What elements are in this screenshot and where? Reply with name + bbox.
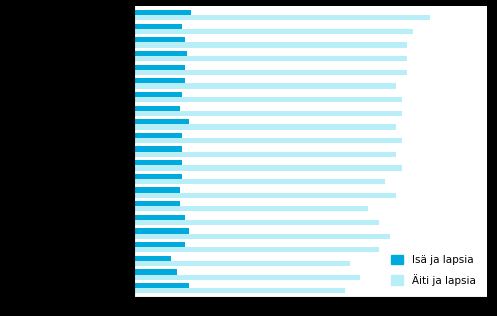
- Bar: [134, 125, 396, 130]
- Bar: [134, 242, 185, 247]
- Bar: [134, 261, 350, 266]
- Bar: [134, 193, 396, 198]
- Bar: [134, 179, 385, 184]
- Bar: [134, 269, 177, 275]
- Bar: [134, 201, 180, 206]
- Bar: [134, 106, 180, 111]
- Bar: [134, 56, 408, 61]
- Bar: [134, 165, 402, 171]
- Bar: [134, 70, 408, 75]
- Bar: [134, 97, 402, 102]
- Bar: [134, 174, 182, 179]
- Bar: [134, 15, 430, 20]
- Bar: [134, 133, 182, 138]
- Bar: [134, 24, 182, 29]
- Bar: [134, 64, 185, 70]
- Bar: [134, 37, 185, 42]
- Bar: [134, 92, 182, 97]
- Bar: [134, 283, 189, 288]
- Bar: [134, 51, 186, 56]
- Bar: [134, 111, 402, 116]
- Bar: [134, 275, 359, 280]
- Bar: [134, 206, 368, 211]
- Bar: [134, 234, 390, 239]
- Bar: [134, 220, 379, 225]
- Bar: [134, 152, 396, 157]
- Bar: [134, 138, 402, 143]
- Bar: [134, 247, 379, 252]
- Bar: [134, 83, 396, 88]
- Bar: [134, 147, 182, 152]
- Bar: [134, 228, 189, 234]
- Bar: [134, 256, 170, 261]
- Bar: [134, 42, 408, 48]
- Bar: [134, 29, 413, 34]
- Bar: [134, 78, 185, 83]
- Bar: [134, 10, 191, 15]
- Legend: Isä ja lapsia, Äiti ja lapsia: Isä ja lapsia, Äiti ja lapsia: [385, 249, 482, 292]
- Bar: [134, 187, 180, 193]
- Bar: [134, 160, 182, 165]
- Bar: [134, 119, 189, 125]
- Bar: [134, 288, 345, 293]
- Bar: [134, 215, 185, 220]
